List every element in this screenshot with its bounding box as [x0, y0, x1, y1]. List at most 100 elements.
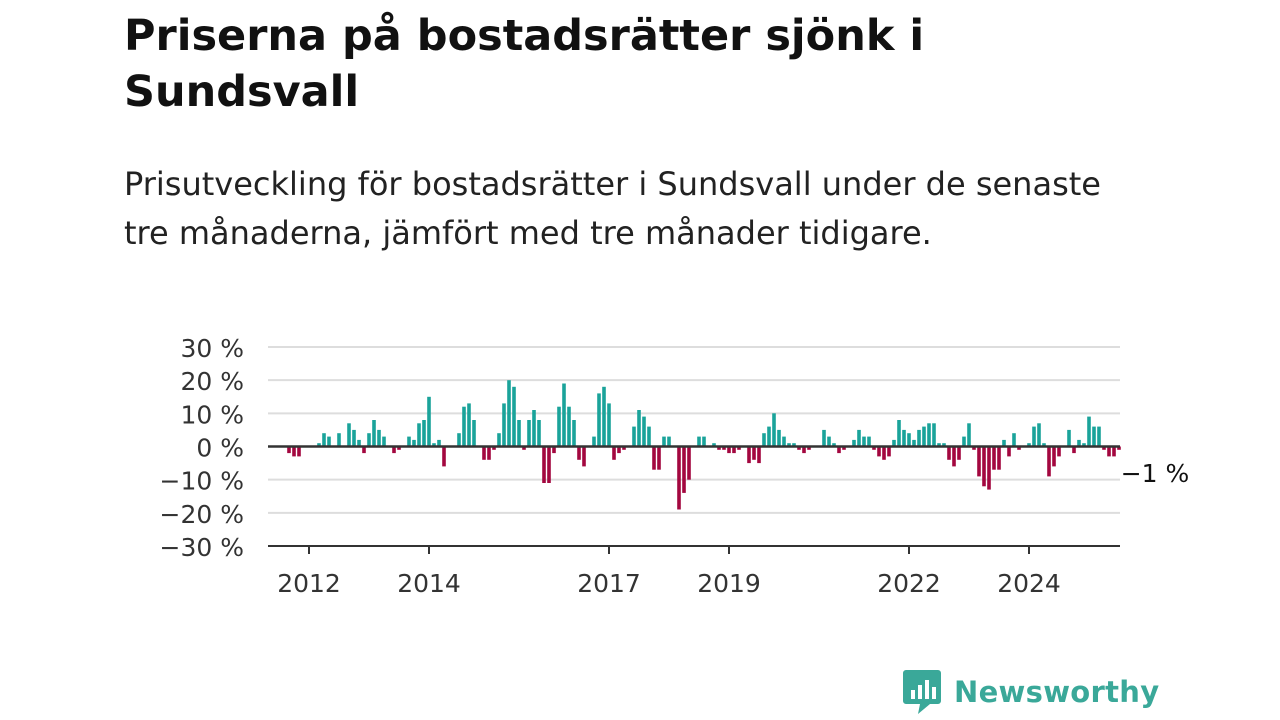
bar — [772, 413, 776, 447]
bar — [327, 436, 331, 447]
bar — [942, 443, 946, 447]
bar — [762, 433, 766, 447]
bar — [557, 406, 561, 447]
x-tick-label: 2022 — [877, 569, 941, 598]
bar — [462, 406, 466, 447]
bar — [687, 446, 691, 480]
bar — [502, 403, 506, 447]
bar — [487, 446, 491, 460]
bar — [442, 446, 446, 467]
y-tick-label: −10 % — [160, 467, 244, 496]
bar — [767, 426, 771, 447]
bar — [677, 446, 681, 510]
bar — [982, 446, 986, 487]
bar — [1042, 443, 1046, 447]
bar — [657, 446, 661, 470]
bar — [897, 420, 901, 447]
bar — [1072, 446, 1076, 454]
bar — [562, 383, 566, 447]
bar — [832, 443, 836, 447]
bar — [552, 446, 556, 454]
bar — [722, 446, 726, 450]
bar — [1052, 446, 1056, 467]
bar — [427, 396, 431, 447]
bar — [1057, 446, 1061, 457]
bar — [597, 393, 601, 447]
bar — [837, 446, 841, 454]
x-tick-label: 2012 — [277, 569, 341, 598]
bar — [967, 423, 971, 447]
bar — [912, 439, 916, 447]
bar — [732, 446, 736, 454]
bar — [532, 410, 536, 447]
bar — [1082, 443, 1086, 447]
x-tick-label: 2024 — [997, 569, 1061, 598]
bar — [537, 420, 541, 447]
brand-name: Newsworthy — [954, 675, 1160, 709]
chart-subtitle: Prisutveckling för bostadsrätter i Sunds… — [124, 165, 1101, 252]
bar — [902, 429, 906, 447]
bar — [592, 436, 596, 447]
bar — [457, 433, 461, 447]
bar — [927, 423, 931, 447]
bar — [972, 446, 976, 450]
bar — [542, 446, 546, 483]
bar — [412, 439, 416, 447]
bar — [517, 420, 521, 447]
bar — [752, 446, 756, 460]
bar — [992, 446, 996, 470]
bar — [317, 443, 321, 447]
bar — [482, 446, 486, 460]
bar — [1012, 433, 1016, 447]
bar — [867, 436, 871, 447]
bar — [527, 420, 531, 447]
bar — [822, 429, 826, 447]
bar — [407, 436, 411, 447]
bar — [842, 446, 846, 450]
bar — [1097, 426, 1101, 447]
last-value-label: −1 % — [1121, 459, 1190, 488]
bar — [582, 446, 586, 467]
bar — [737, 446, 741, 450]
x-tick-label: 2019 — [697, 569, 761, 598]
bar — [717, 446, 721, 450]
bar — [667, 436, 671, 447]
bar — [337, 433, 341, 447]
bar — [782, 436, 786, 447]
bar — [432, 443, 436, 447]
y-tick-label: 20 % — [180, 367, 244, 396]
bar — [682, 446, 686, 493]
bar — [917, 429, 921, 447]
bar — [437, 439, 441, 447]
bar — [802, 446, 806, 454]
bar — [1037, 423, 1041, 447]
bar — [962, 436, 966, 447]
bar — [372, 420, 376, 447]
bar — [652, 446, 656, 470]
bar — [797, 446, 801, 450]
bar — [852, 439, 856, 447]
bar — [1002, 439, 1006, 447]
bar — [947, 446, 951, 460]
bar — [1107, 446, 1111, 457]
bar — [347, 423, 351, 447]
bar — [827, 436, 831, 447]
bar — [572, 420, 576, 447]
bar — [887, 446, 891, 457]
bar — [997, 446, 1001, 470]
bar — [977, 446, 981, 477]
bar — [322, 433, 326, 447]
bar — [987, 446, 991, 490]
y-tick-label: 10 % — [180, 400, 244, 429]
bar — [957, 446, 961, 460]
y-tick-label: −20 % — [160, 500, 244, 529]
bar — [357, 439, 361, 447]
bar — [602, 386, 606, 447]
bar — [617, 446, 621, 454]
bar — [857, 429, 861, 447]
bar — [1112, 446, 1116, 457]
bar — [377, 429, 381, 447]
bar — [1102, 446, 1106, 450]
newsworthy-icon — [903, 670, 941, 714]
